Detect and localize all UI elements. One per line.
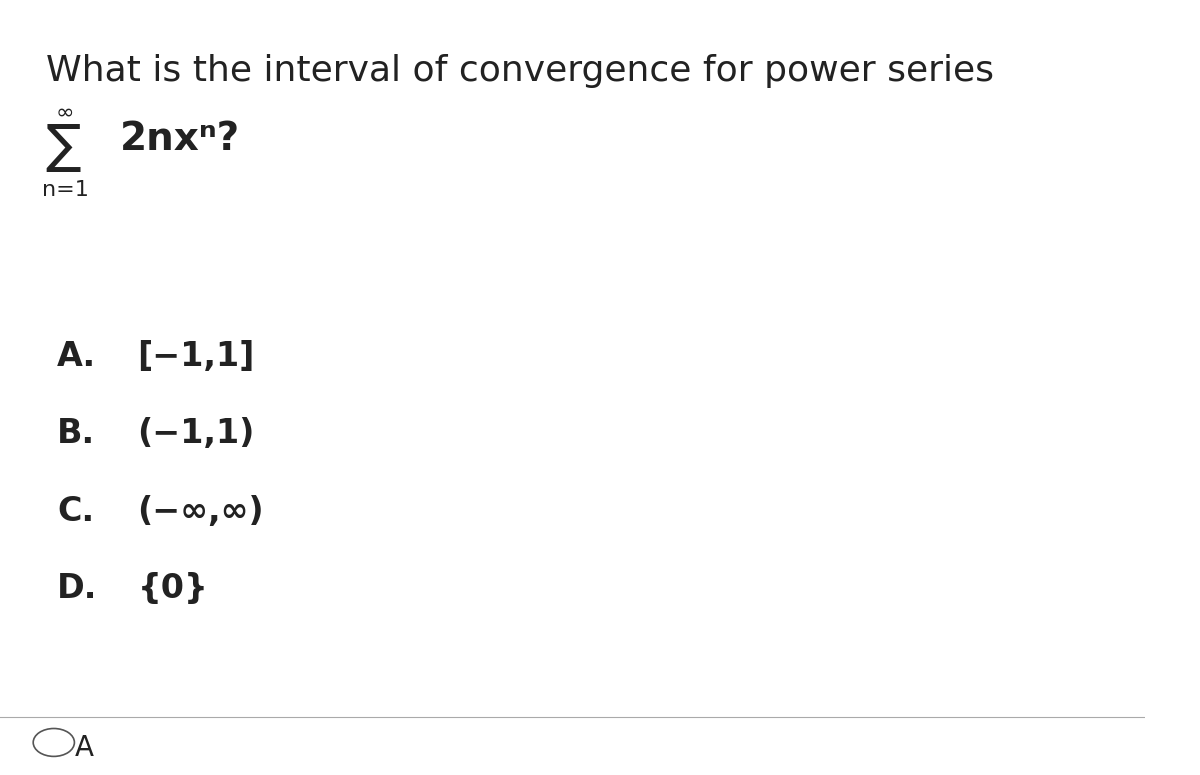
Text: B.: B. (58, 418, 95, 450)
Text: ∞: ∞ (56, 102, 74, 122)
Text: [−1,1]: [−1,1] (137, 340, 254, 373)
Text: (−∞,∞): (−∞,∞) (137, 495, 264, 528)
Text: D.: D. (58, 573, 97, 605)
Text: (−1,1): (−1,1) (137, 418, 254, 450)
Text: n=1: n=1 (42, 180, 89, 200)
Text: What is the interval of convergence for power series: What is the interval of convergence for … (46, 54, 994, 88)
Text: {0}: {0} (137, 573, 208, 605)
Text: ∑: ∑ (46, 121, 80, 174)
Text: A.: A. (58, 340, 96, 373)
Text: 2nxⁿ?: 2nxⁿ? (120, 120, 240, 159)
Text: C.: C. (58, 495, 95, 528)
Text: A: A (74, 734, 94, 762)
